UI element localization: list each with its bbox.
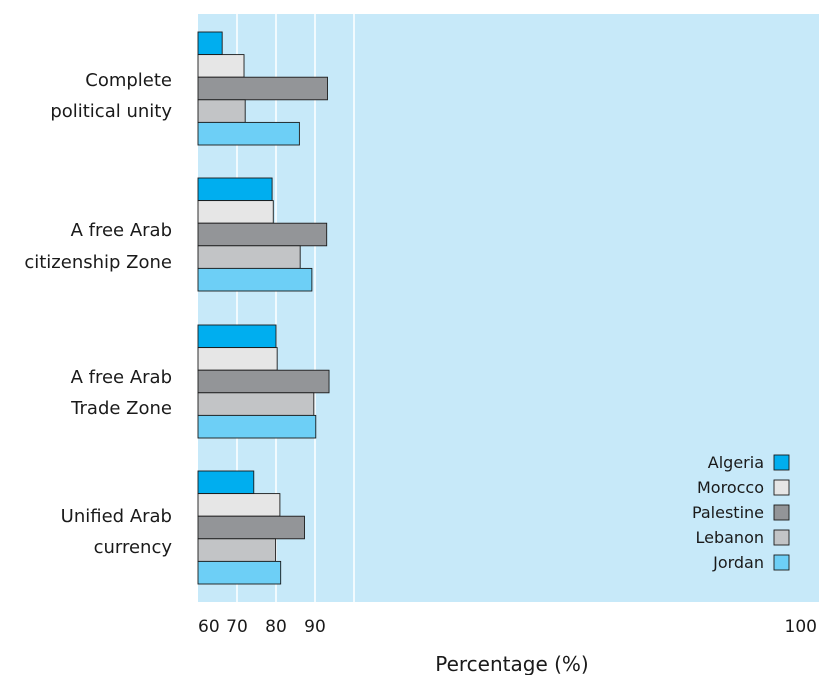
x-tick-label: 70	[226, 617, 248, 637]
bar-palestine	[197, 222, 328, 247]
x-tick-label: 90	[304, 617, 326, 637]
category-label: currency	[94, 537, 173, 558]
category-labels: Complete political unity A free Arab citize…	[24, 70, 172, 558]
legend-label: Lebanon	[695, 528, 764, 547]
bars	[197, 31, 330, 585]
legend-label: Algeria	[708, 453, 764, 472]
bar-jordan	[197, 560, 282, 585]
legend-swatch	[773, 554, 790, 571]
bar-jordan	[197, 414, 317, 439]
category-label: political unity	[50, 101, 172, 122]
category-label: Trade Zone	[70, 398, 172, 419]
bar-algeria	[197, 470, 255, 495]
legend-label: Jordan	[712, 553, 764, 572]
bar-palestine	[197, 515, 305, 540]
category-label: Unified Arab	[61, 506, 172, 527]
bar-algeria	[197, 324, 277, 349]
bar-palestine	[197, 369, 330, 394]
category-label: A free Arab	[71, 367, 172, 388]
bar-lebanon	[197, 245, 301, 269]
bar-morocco	[197, 347, 278, 371]
x-tick-label: 100	[785, 617, 817, 637]
category-label: A free Arab	[71, 220, 172, 241]
legend-label: Morocco	[697, 478, 764, 497]
bar-jordan	[197, 121, 300, 146]
plot-background	[198, 14, 819, 602]
x-tick-labels: 60 70 80 90 100	[198, 617, 817, 637]
bar-palestine	[197, 76, 328, 101]
bar-jordan	[197, 267, 313, 292]
legend-swatch	[773, 454, 790, 471]
legend: Algeria Morocco Palestine Lebanon Jordan	[692, 453, 790, 572]
legend-label: Palestine	[692, 503, 764, 522]
bar-morocco	[197, 54, 245, 78]
bar-lebanon	[197, 538, 277, 562]
legend-swatch	[773, 479, 790, 496]
bar-lebanon	[197, 99, 246, 123]
legend-swatch	[773, 504, 790, 521]
legend-swatch	[773, 529, 790, 546]
bar-algeria	[197, 177, 273, 202]
category-label: citizenship Zone	[24, 252, 172, 273]
bar-morocco	[197, 200, 274, 224]
bar-morocco	[197, 493, 281, 517]
x-tick-label: 80	[265, 617, 287, 637]
x-axis-label: Percentage (%)	[435, 652, 588, 675]
bar-lebanon	[197, 392, 315, 416]
x-tick-label: 60	[198, 617, 220, 637]
bar-algeria	[197, 31, 223, 56]
category-label: Complete	[85, 70, 172, 91]
